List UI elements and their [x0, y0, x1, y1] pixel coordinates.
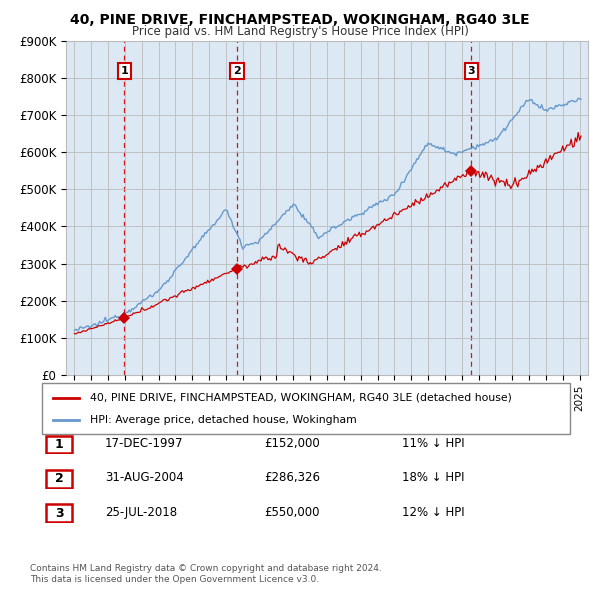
- Text: Price paid vs. HM Land Registry's House Price Index (HPI): Price paid vs. HM Land Registry's House …: [131, 25, 469, 38]
- Text: 12% ↓ HPI: 12% ↓ HPI: [402, 506, 464, 519]
- Text: HPI: Average price, detached house, Wokingham: HPI: Average price, detached house, Woki…: [89, 415, 356, 425]
- Text: 3: 3: [467, 66, 475, 76]
- Text: 40, PINE DRIVE, FINCHAMPSTEAD, WOKINGHAM, RG40 3LE: 40, PINE DRIVE, FINCHAMPSTEAD, WOKINGHAM…: [70, 13, 530, 27]
- Text: 2: 2: [233, 66, 241, 76]
- Text: This data is licensed under the Open Government Licence v3.0.: This data is licensed under the Open Gov…: [30, 575, 319, 584]
- FancyBboxPatch shape: [46, 470, 73, 487]
- Text: 3: 3: [55, 506, 64, 520]
- Text: £152,000: £152,000: [264, 437, 320, 450]
- Text: 25-JUL-2018: 25-JUL-2018: [105, 506, 177, 519]
- Text: 40, PINE DRIVE, FINCHAMPSTEAD, WOKINGHAM, RG40 3LE (detached house): 40, PINE DRIVE, FINCHAMPSTEAD, WOKINGHAM…: [89, 392, 511, 402]
- FancyBboxPatch shape: [42, 384, 570, 434]
- Text: 31-AUG-2004: 31-AUG-2004: [105, 471, 184, 484]
- Text: Contains HM Land Registry data © Crown copyright and database right 2024.: Contains HM Land Registry data © Crown c…: [30, 565, 382, 573]
- Text: 2: 2: [55, 472, 64, 486]
- Text: £286,326: £286,326: [264, 471, 320, 484]
- Text: 17-DEC-1997: 17-DEC-1997: [105, 437, 184, 450]
- Text: 1: 1: [55, 438, 64, 451]
- Text: 11% ↓ HPI: 11% ↓ HPI: [402, 437, 464, 450]
- Text: £550,000: £550,000: [264, 506, 320, 519]
- Text: 18% ↓ HPI: 18% ↓ HPI: [402, 471, 464, 484]
- FancyBboxPatch shape: [46, 504, 73, 522]
- Text: 1: 1: [121, 66, 128, 76]
- FancyBboxPatch shape: [46, 436, 73, 453]
